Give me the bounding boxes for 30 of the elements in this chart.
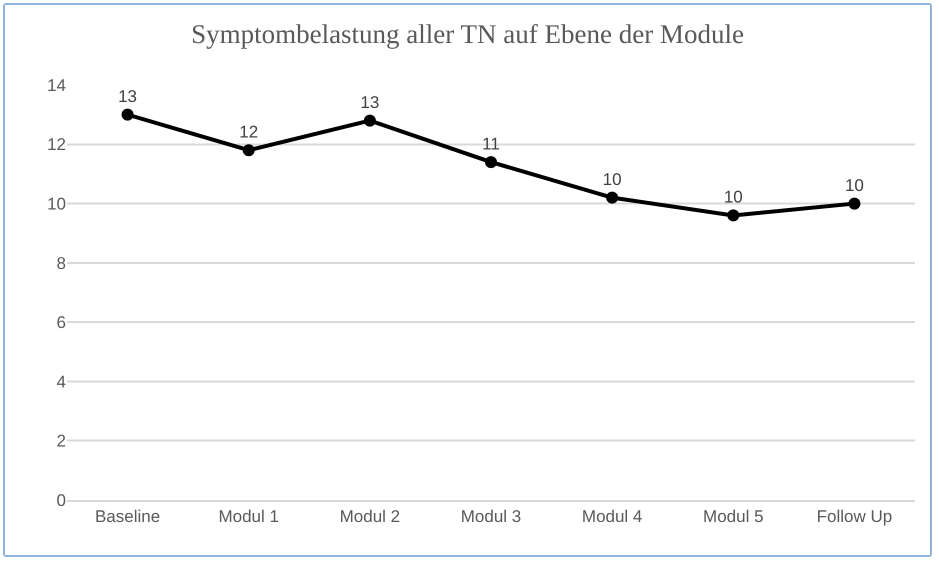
data-label: 11 <box>482 134 500 154</box>
x-tick-label: Modul 5 <box>703 507 764 526</box>
x-tick-label: Modul 1 <box>218 507 279 526</box>
data-label: 10 <box>844 176 864 195</box>
y-tick-label: 12 <box>47 135 66 154</box>
y-tick-label: 14 <box>47 76 66 95</box>
chart-title: Symptombelastung aller TN auf Ebene der Module <box>191 19 744 50</box>
y-tick-label: 2 <box>56 432 66 451</box>
data-label: 10 <box>602 170 622 189</box>
data-label: 12 <box>239 122 258 142</box>
x-tick-label: Modul 4 <box>582 507 642 526</box>
y-tick-label: 10 <box>47 194 66 214</box>
y-tick-label: 0 <box>56 490 66 510</box>
point <box>364 114 376 127</box>
point <box>727 209 740 222</box>
point <box>122 108 134 121</box>
y-tick-label: 6 <box>56 313 66 332</box>
point <box>848 198 860 210</box>
data-label: 13 <box>360 92 380 112</box>
x-tick-label: Modul 3 <box>460 507 522 526</box>
y-tick-label: 4 <box>56 372 66 392</box>
x-tick-label: Follow Up <box>816 507 892 526</box>
x-tick-label: Modul 2 <box>340 507 400 526</box>
y-tick-label: 8 <box>56 254 66 273</box>
data-label: 13 <box>118 86 138 106</box>
x-tick-label: Baseline <box>94 507 160 526</box>
point <box>606 192 618 204</box>
point <box>242 144 255 156</box>
data-label: 10 <box>724 188 743 207</box>
point <box>485 156 497 168</box>
